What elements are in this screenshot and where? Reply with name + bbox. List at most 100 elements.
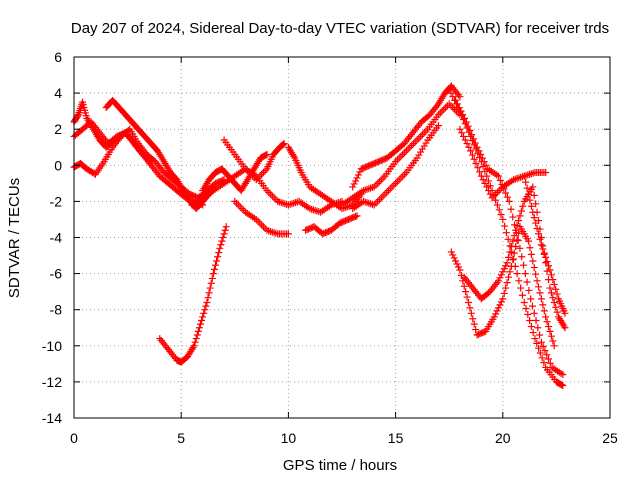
data-point [558,381,566,389]
data-point [535,230,543,238]
data-point [536,289,544,297]
data-point [495,187,503,195]
data-point [193,331,201,339]
data-point [539,301,547,309]
series-layer [70,82,569,390]
data-point [536,349,544,357]
data-point [194,327,202,335]
chart-title: Day 207 of 2024, Sidereal Day-to-day VTE… [71,20,609,37]
data-point [537,295,545,303]
data-point [515,277,523,285]
data-point [480,158,488,166]
data-point [284,201,292,209]
data-point [352,177,360,185]
data-point [523,184,531,192]
series-track-19 [460,183,569,332]
data-point [479,176,487,184]
data-point [522,304,530,312]
data-point [192,335,200,343]
data-point [363,199,371,207]
data-point [537,338,545,346]
data-point [497,271,505,279]
data-point [513,221,521,229]
data-point [553,308,561,316]
data-point [500,289,508,297]
data-point [450,254,458,262]
data-point [460,282,468,290]
data-point [279,199,287,207]
data-point [512,226,520,234]
data-point [370,183,378,191]
data-point [543,351,551,359]
data-point [259,223,267,231]
data-point [526,317,534,325]
data-point [532,317,540,325]
data-point [406,143,414,151]
data-point [238,205,246,213]
data-point [268,228,276,236]
data-point [522,172,530,180]
data-point [559,371,567,379]
data-point [438,107,446,115]
data-point [263,150,271,158]
data-point [532,219,540,227]
data-point [547,289,555,297]
data-point [393,178,401,186]
data-point [452,257,460,265]
data-point [234,201,242,209]
data-point [492,196,500,204]
data-point [267,190,275,198]
data-point [388,183,396,191]
data-point [492,310,500,318]
data-point [350,180,358,188]
data-point [536,235,544,243]
data-point [195,324,203,332]
data-point [538,354,546,362]
data-point [274,197,282,205]
series-track-9 [231,197,292,238]
y-tick-label: -6 [50,266,63,282]
data-point [529,329,537,337]
data-point [499,215,507,223]
data-point [542,313,550,321]
x-axis-label: GPS time / hours [283,457,397,474]
y-tick-label: -2 [50,193,63,209]
data-point [559,382,567,390]
data-point [204,294,212,302]
y-tick-label: 4 [54,85,62,101]
data-point [514,237,522,245]
data-point [546,266,554,274]
data-point [196,320,204,328]
data-point [199,313,207,321]
data-point [493,201,501,209]
data-point [533,339,541,347]
data-point [263,226,271,234]
data-point [520,172,528,180]
series-track-11 [302,212,361,238]
data-point [527,323,535,331]
data-point [349,183,357,191]
data-point [411,138,419,146]
data-point [365,199,373,207]
data-point [495,172,503,180]
data-point [517,207,525,215]
data-point [529,257,537,265]
data-point [527,250,535,258]
data-point [549,294,557,302]
data-point [457,107,465,115]
data-point [290,199,298,207]
data-point [352,212,360,220]
data-point [372,199,380,207]
data-point [390,181,398,189]
x-tick-label: 5 [177,430,185,446]
data-point [504,235,512,243]
data-point [464,298,472,306]
data-point [370,201,378,209]
data-point [465,143,473,151]
data-point [252,176,260,184]
data-point [528,302,536,310]
data-point [468,131,476,139]
data-point [222,223,230,231]
data-point [214,253,222,261]
y-tick-label: -8 [50,302,63,318]
